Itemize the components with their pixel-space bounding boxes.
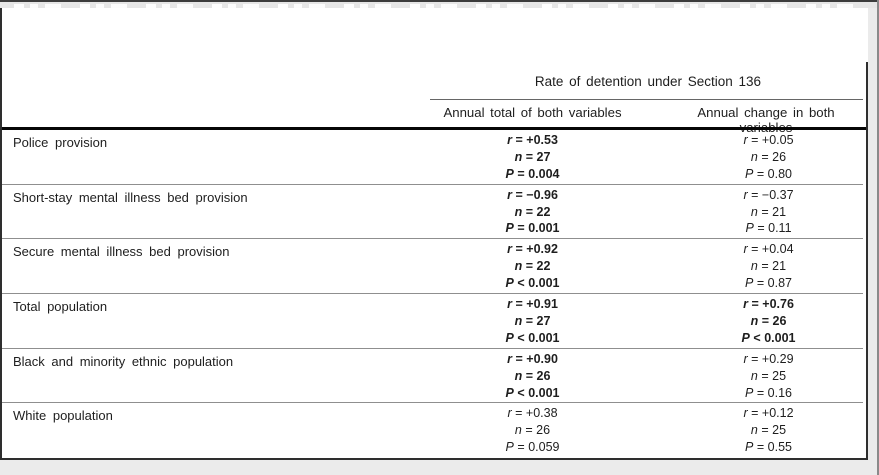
- spanning-column-header: Rate of detention under Section 136: [534, 74, 762, 89]
- n-line: n = 21: [750, 259, 787, 274]
- r-line: r = +0.53: [507, 133, 558, 147]
- stat-cell-total: r = +0.53 n = 27 P = 0.004: [430, 130, 635, 185]
- row-divider: [2, 238, 863, 240]
- row-label: Short-stay mental illness bed provision: [13, 189, 248, 205]
- n-line: n = 26: [514, 423, 551, 438]
- stat-cell-change: r = +0.12 n = 25 P = 0.55: [635, 403, 868, 458]
- table-row-white-population: White population r = +0.38 n = 26 P = 0.059 r =…: [2, 403, 868, 458]
- p-line: P = 0.004: [505, 166, 560, 181]
- row-divider: [2, 347, 863, 349]
- table-right-border: [866, 62, 868, 458]
- stat-cell-total: r = −0.96 n = 22 P = 0.001: [430, 185, 635, 240]
- row-label: Black and minority ethnic population: [13, 353, 234, 369]
- header-body-separator-rule: [2, 127, 868, 130]
- column-headers: Annual total of both variables Annual ch…: [430, 105, 863, 135]
- p-line: P <0.001: [505, 330, 560, 345]
- column-header-annual-total: Annual total of both variables: [443, 105, 622, 120]
- stat-cell-total: r = +0.91 n = 27 P <0.001: [430, 294, 635, 349]
- r-line: r = +0.91: [507, 297, 558, 312]
- table-row-total-population: Total population r = +0.91 n = 27 P <0.001 r =…: [2, 294, 868, 349]
- n-line: n = 26: [514, 368, 551, 383]
- table-body: Police provision r = +0.53 n = 27 P = 0.004 r =…: [2, 130, 868, 458]
- p-line: P = 0.87: [745, 276, 792, 291]
- r-line: r = +0.05: [743, 133, 794, 147]
- cropped-table-caption-bar: [0, 0, 879, 8]
- table-row-short-stay-bed-provision: Short-stay mental illness bed provision …: [2, 185, 868, 240]
- row-label: Police provision: [13, 135, 108, 150]
- n-line: n = 25: [750, 368, 787, 383]
- p-line: P <0.001: [741, 330, 796, 345]
- stat-cell-change: r = +0.76 n = 26 P <0.001: [635, 294, 868, 349]
- p-line: P <0.001: [505, 276, 560, 291]
- stat-cell-total: r = +0.92 n = 22 P <0.001: [430, 239, 635, 294]
- stat-cell-change: r = +0.04 n = 21 P = 0.87: [635, 239, 868, 294]
- stat-cell-change: r = −0.37 n = 21 P = 0.11: [635, 185, 868, 240]
- r-line: r = +0.12: [743, 406, 794, 421]
- n-line: n = 22: [514, 259, 551, 274]
- row-label: Secure mental illness bed provision: [13, 244, 230, 260]
- r-line: r = +0.29: [743, 351, 794, 366]
- table-row-police-provision: Police provision r = +0.53 n = 27 P = 0.004 r =…: [2, 130, 868, 185]
- p-line: P = 0.80: [745, 166, 792, 181]
- table-row-secure-bed-provision: Secure mental illness bed provision r = +0…: [2, 239, 868, 295]
- p-line: P = 0.16: [745, 385, 792, 400]
- stat-cell-total: r = +0.90 n = 26 P <0.001: [430, 349, 635, 404]
- stat-cell-total: r = +0.38 n = 26 P = 0.059: [430, 403, 635, 458]
- n-line: n = 27: [514, 149, 551, 164]
- row-label: Total population: [13, 299, 108, 315]
- table-row-bme-population: Black and minority ethnic population r = +…: [2, 349, 868, 404]
- r-line: r = +0.92: [507, 242, 558, 257]
- n-line: n = 21: [750, 204, 787, 219]
- n-line: n = 22: [514, 204, 551, 219]
- n-line: n = 26: [750, 313, 787, 328]
- stat-cell-change: r = +0.05 n = 26 P = 0.80: [635, 130, 868, 185]
- p-line: P = 0.001: [505, 221, 560, 236]
- row-divider: [2, 402, 863, 404]
- r-line: r = +0.38: [507, 406, 558, 421]
- header-rule: [430, 99, 863, 100]
- correlation-table: Rate of detention under Section 136 Annu…: [0, 8, 868, 460]
- r-line: r = +0.04: [743, 242, 794, 257]
- r-line: r = −0.37: [743, 187, 794, 202]
- row-divider: [2, 293, 863, 295]
- row-label: White population: [13, 408, 113, 424]
- p-line: P = 0.55: [745, 440, 792, 455]
- p-line: P = 0.11: [745, 221, 792, 236]
- row-divider: [2, 183, 863, 185]
- n-line: n = 25: [750, 423, 787, 438]
- screenshot-right-edge: [877, 0, 879, 475]
- r-line: r = +0.90: [507, 351, 558, 366]
- p-line: P <0.001: [505, 385, 560, 400]
- p-line: P = 0.059: [505, 440, 560, 455]
- stat-cell-change: r = +0.29 n = 25 P = 0.16: [635, 349, 868, 404]
- r-line: r = −0.96: [507, 187, 558, 202]
- r-line: r = +0.76: [743, 297, 794, 312]
- n-line: n = 26: [750, 149, 787, 164]
- n-line: n = 27: [514, 313, 551, 328]
